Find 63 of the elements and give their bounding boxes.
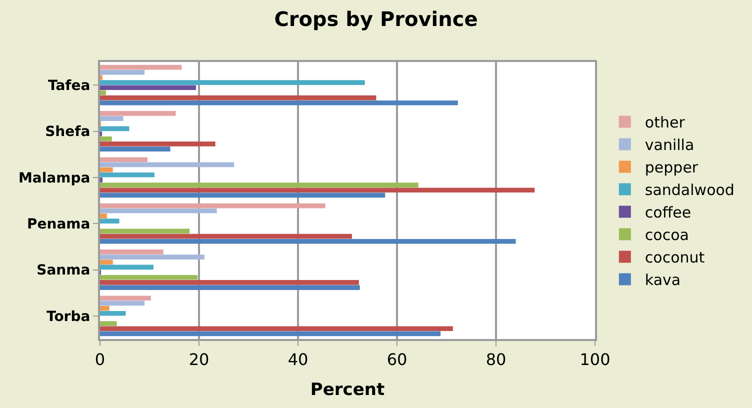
legend-label: pepper	[644, 158, 699, 177]
bar	[100, 90, 106, 96]
bar	[100, 157, 148, 162]
legend-label: other	[644, 114, 686, 132]
bar	[100, 250, 164, 254]
bar	[100, 203, 326, 208]
x-axis-title: Percent	[310, 380, 385, 400]
bar	[100, 162, 234, 168]
bar	[100, 192, 386, 198]
bar	[100, 228, 190, 234]
bar	[100, 70, 145, 75]
x-tick-label: 0	[94, 350, 106, 370]
x-tick-label: 60	[386, 350, 408, 370]
x-tick-label: 40	[288, 350, 308, 370]
bar	[100, 285, 360, 290]
bar	[100, 142, 216, 146]
x-tick-label: 100	[580, 350, 610, 370]
y-tick-label: Tafea	[48, 78, 90, 94]
legend-label: kava	[644, 271, 681, 290]
y-tick-label: Malampa	[18, 170, 90, 186]
bar	[100, 331, 441, 336]
bar	[100, 182, 418, 188]
bar	[100, 100, 458, 106]
bar	[100, 116, 124, 121]
bar	[100, 172, 154, 178]
bar	[100, 238, 516, 244]
bar	[100, 208, 217, 214]
y-tick-label: Penama	[26, 216, 90, 232]
bar	[100, 188, 535, 193]
bar	[100, 80, 365, 85]
bar	[100, 167, 113, 172]
x-tick-label: 20	[188, 350, 210, 370]
bar	[100, 306, 110, 311]
bar	[100, 146, 170, 152]
legend-label: sandalwood	[644, 181, 734, 200]
y-tick-label: Torba	[46, 308, 90, 325]
bar	[100, 218, 120, 224]
bar	[100, 95, 376, 100]
legend-label: coconut	[644, 248, 705, 267]
bar	[100, 64, 182, 70]
bar	[100, 310, 126, 316]
bar	[100, 321, 117, 326]
bar	[100, 111, 176, 116]
legend-label: coffee	[644, 204, 692, 222]
x-tick-label: 80	[486, 350, 506, 370]
bar	[100, 234, 352, 239]
bar	[100, 296, 151, 301]
bar	[100, 280, 359, 285]
y-tick-label: Shefa	[45, 124, 90, 140]
bar	[100, 326, 453, 332]
legend-label: cocoa	[644, 226, 689, 244]
bar	[100, 214, 107, 218]
bar	[100, 136, 112, 142]
y-tick-label: Sanma	[36, 262, 90, 279]
chart-title: Crops by Province	[274, 7, 478, 32]
bar	[100, 300, 145, 306]
legend-label: vanilla	[644, 136, 694, 154]
bar	[100, 274, 198, 280]
bar	[100, 85, 196, 90]
bar	[100, 254, 204, 260]
bar	[100, 126, 130, 132]
bar	[100, 260, 113, 265]
bar	[100, 264, 154, 270]
